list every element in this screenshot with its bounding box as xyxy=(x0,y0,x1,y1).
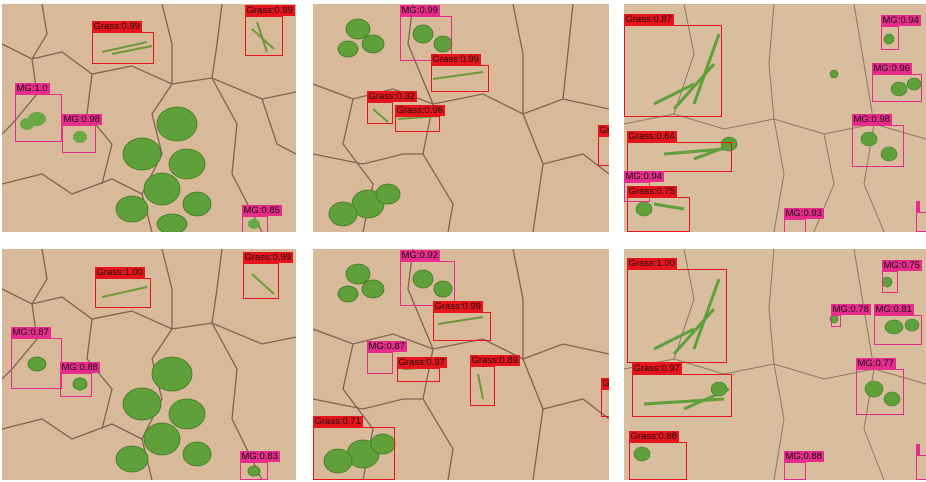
detection-label: Grass:0.99 xyxy=(244,5,295,16)
detection-image-6: Grass:1.00 MG:0.75 MG:0.78 MG:0.81 Grass… xyxy=(624,249,926,480)
grass-detection-box: Grass:0.97 xyxy=(396,357,447,382)
detection-label: Grass:0.99 xyxy=(432,301,483,312)
mg-detection-box: MG:0.87 xyxy=(366,341,407,374)
mg-detection-box: MG:0.83 xyxy=(239,451,280,480)
mg-detection-box: MG:0.99 xyxy=(399,5,452,61)
detection-label: MG:0.93 xyxy=(783,208,824,219)
grass-detection-box: Grass:0.99 xyxy=(242,252,293,299)
detection-label: Grass:1.00 xyxy=(94,267,145,278)
mg-detection-box: MG:0.88 xyxy=(59,362,100,397)
soil-background xyxy=(313,249,609,480)
detection-label: MG:0.81 xyxy=(873,304,914,315)
detection-label: Grass:0.88 xyxy=(628,431,679,442)
detection-label: Grass:0.99 xyxy=(242,252,293,263)
detection-label: Grass:0.99 xyxy=(430,54,481,65)
detection-label: G xyxy=(600,378,609,389)
detection-label: Grass:1.00 xyxy=(626,258,677,269)
detection-label: MG:0.83 xyxy=(239,451,280,462)
detection-label: MG:0.87 xyxy=(366,341,407,352)
grass-detection-box: Grass:0.88 xyxy=(628,431,687,480)
detection-label: Grass:0.71 xyxy=(313,416,363,427)
detection-label: Grass:0.75 xyxy=(626,186,677,197)
soil-background xyxy=(624,249,926,480)
detection-label: MG:0.78 xyxy=(830,304,871,315)
detection-label: MG:0.94 xyxy=(880,15,921,26)
detection-label: Grass:0.87 xyxy=(624,14,674,25)
detection-label xyxy=(915,201,920,212)
detection-label: MG:0.88 xyxy=(783,451,824,462)
detection-label: MG:0.87 xyxy=(10,327,51,338)
grass-detection-box: Grass:1.00 xyxy=(626,258,727,363)
detection-label: Grass:0.89 xyxy=(469,355,520,366)
grass-detection-box: Gr xyxy=(597,125,609,166)
detection-image-4: Grass:1.00 Grass:0.99 MG:0.87 MG:0.88 MG… xyxy=(2,249,296,480)
detection-label: Grass:0.64 xyxy=(626,131,677,142)
detection-label: MG:0.99 xyxy=(399,5,440,16)
mg-detection-box: MG:0.81 xyxy=(873,304,922,345)
mg-detection-box: MG:0.75 xyxy=(881,260,922,293)
mg-detection-box: MG:0.94 xyxy=(880,15,921,50)
mg-detection-box xyxy=(915,444,926,480)
detection-label: MG:0.75 xyxy=(881,260,922,271)
grass-detection-box: Grass:0.99 xyxy=(91,21,154,64)
detection-label: MG:0.88 xyxy=(59,362,100,373)
detection-label: MG:0.92 xyxy=(399,250,440,261)
detection-image-1: Grass:0.99 Grass:0.99 MG:1.0 MG:0.98 MG:… xyxy=(2,4,296,232)
soil-background xyxy=(624,4,926,232)
detection-label: MG:0.98 xyxy=(851,114,892,125)
detection-label: Grass:0.99 xyxy=(91,21,142,32)
grass-detection-box: Grass:0.99 xyxy=(430,54,489,92)
mg-detection-box: MG:0.98 xyxy=(61,114,102,153)
grass-detection-box: Grass:0.87 xyxy=(624,14,722,117)
detection-image-2: MG:0.99 Grass:0.99 Grass:0.32 Grass:0.96… xyxy=(313,4,609,232)
grass-detection-box: Grass:0.32 xyxy=(366,91,417,124)
detection-label: MG:0.77 xyxy=(855,358,896,369)
detection-label: Grass:0.97 xyxy=(631,363,682,374)
detection-image-5: MG:0.92 Grass:0.99 MG:0.87 Grass:0.97 Gr… xyxy=(313,249,609,480)
detection-label: MG:0.96 xyxy=(871,63,912,74)
soybean-plant xyxy=(115,106,212,232)
mg-detection-box: MG:0.87 xyxy=(10,327,62,389)
mg-detection-box: MG:0.88 xyxy=(783,451,824,480)
detection-label: Grass:0.32 xyxy=(366,91,417,102)
mg-detection-box: MG:1.0 xyxy=(14,83,62,142)
mg-detection-box: MG:0.96 xyxy=(871,63,922,102)
grass-detection-box: Grass:0.96 xyxy=(394,105,445,132)
detection-label xyxy=(915,444,920,455)
detection-label: MG:0.85 xyxy=(241,205,282,216)
grass-detection-box: Grass:0.97 xyxy=(631,363,732,417)
detection-label: Gr xyxy=(597,125,609,136)
detection-label: MG:0.94 xyxy=(624,171,664,182)
grass-detection-box: Grass:0.99 xyxy=(244,5,295,56)
mg-detection-box: MG:0.77 xyxy=(855,358,904,415)
detection-image-3: Grass:0.87 MG:0.94 MG:0.96 MG:0.98 Grass… xyxy=(624,4,926,232)
mg-detection-box: MG:0.92 xyxy=(399,250,455,306)
soil-background xyxy=(2,249,296,480)
grass-detection-box: Grass:0.75 xyxy=(626,186,690,232)
grass-detection-box: Grass:0.89 xyxy=(469,355,520,406)
mg-detection-box: MG:0.98 xyxy=(851,114,904,167)
soil-background xyxy=(313,4,609,232)
mg-detection-box xyxy=(915,201,926,232)
mg-detection-box: MG:0.93 xyxy=(783,208,824,232)
detection-label: MG:0.98 xyxy=(61,114,102,125)
detection-label: Grass:0.96 xyxy=(394,105,445,116)
grass-detection-box: Grass:0.99 xyxy=(432,301,491,341)
mg-detection-box: MG:0.78 xyxy=(830,304,871,327)
grass-detection-box: Grass:0.71 xyxy=(313,416,395,480)
detection-label: Grass:0.97 xyxy=(396,357,447,368)
detection-label: MG:1.0 xyxy=(14,83,50,94)
grass-detection-box: Grass:1.00 xyxy=(94,267,151,308)
soil-background xyxy=(2,4,296,232)
grass-detection-box: G xyxy=(600,378,609,417)
mg-detection-box: MG:0.85 xyxy=(241,205,282,232)
grass-detection-box: Grass:0.64 xyxy=(626,131,732,172)
